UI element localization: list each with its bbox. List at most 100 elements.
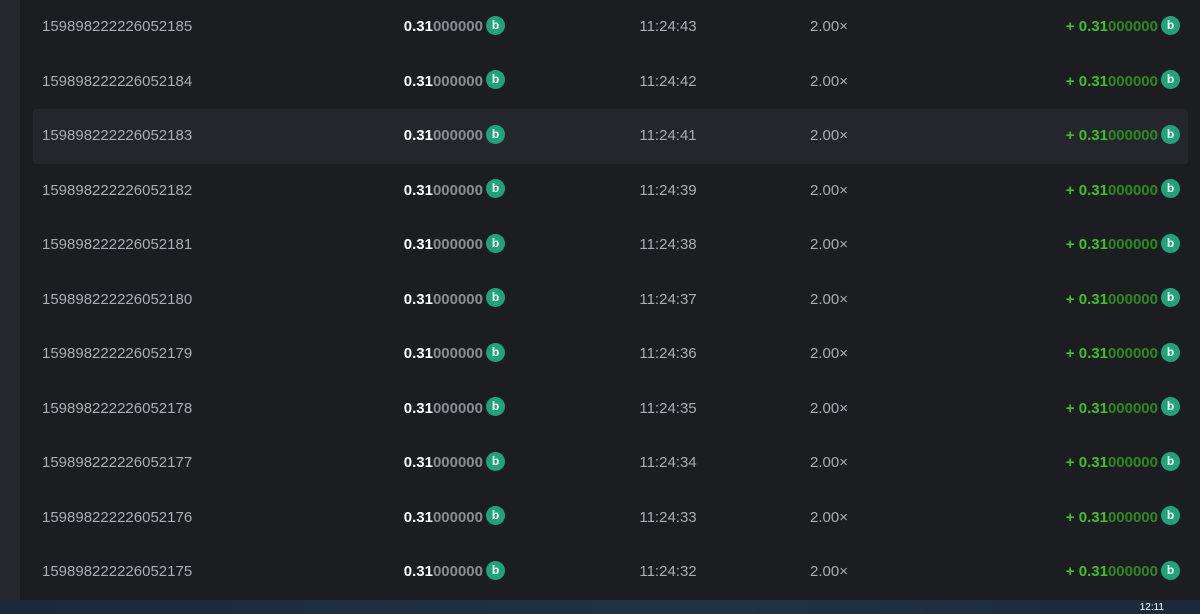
amount-trailing: 000000: [432, 127, 483, 144]
profit-sign: +: [1065, 345, 1079, 362]
amount-trailing: 000000: [432, 508, 483, 526]
table-row[interactable]: 159898222226052184 0.31000000 b 11:24:42 2.0…: [33, 55, 1188, 110]
profit-trailing: 000000: [1107, 454, 1158, 471]
sidebar: [0, 0, 20, 600]
amount-trailing: 000000: [432, 236, 483, 253]
bet-id[interactable]: 159898222226052184: [42, 72, 193, 90]
bet-id[interactable]: 159898222226052181: [42, 236, 193, 253]
bcd-coin-icon: b: [486, 506, 505, 526]
profit-significant: 0.31: [1078, 127, 1108, 144]
profit-significant: 0.31: [1078, 181, 1108, 199]
table-row[interactable]: 159898222226052181 0.31000000 b 11:24:38 2.0…: [33, 218, 1188, 273]
amount-significant: 0.31: [403, 563, 433, 580]
amount-trailing: 000000: [432, 72, 483, 90]
bet-id[interactable]: 159898222226052180: [42, 290, 193, 308]
profit-sign: +: [1065, 181, 1079, 199]
bet-time: 11:24:37: [639, 290, 697, 308]
profit-significant: 0.31: [1078, 454, 1108, 471]
profit-sign: +: [1065, 290, 1079, 308]
amount-trailing: 000000: [432, 399, 483, 417]
table-row[interactable]: 159898222226052176 0.31000000 b 11:24:33 2.0…: [33, 491, 1188, 546]
profit-amount: + 0.31000000 b: [1066, 382, 1180, 437]
bcd-coin-icon: b: [486, 15, 505, 35]
bet-time: 11:24:35: [639, 399, 697, 417]
bet-amount: 0.31000000 b: [333, 109, 505, 164]
profit-trailing: 000000: [1107, 563, 1158, 580]
amount-significant: 0.31: [403, 399, 433, 417]
profit-amount: + 0.31000000 b: [1066, 164, 1180, 219]
profit-amount: + 0.31000000 b: [1066, 491, 1180, 546]
table-row[interactable]: 159898222226052183 0.31000000 b 11:24:41 2.0…: [33, 109, 1188, 164]
bcd-coin-icon: b: [1161, 342, 1180, 362]
bet-amount: 0.31000000 b: [333, 436, 505, 491]
payout-multiplier: 2.00×: [810, 236, 848, 253]
bets-table: 159898222226052185 0.31000000 b 11:24:43 2.0…: [33, 0, 1188, 600]
bet-id[interactable]: 159898222226052183: [42, 127, 193, 144]
amount-trailing: 000000: [432, 290, 483, 308]
bet-time: 11:24:38: [639, 236, 697, 253]
bet-amount: 0.31000000 b: [333, 55, 505, 110]
bcd-coin-icon: b: [1161, 233, 1180, 253]
bet-time: 11:24:36: [639, 345, 697, 362]
bet-amount: 0.31000000 b: [333, 273, 505, 328]
profit-trailing: 000000: [1107, 72, 1158, 90]
payout-multiplier: 2.00×: [810, 508, 848, 526]
profit-sign: +: [1065, 454, 1079, 471]
table-row[interactable]: 159898222226052177 0.31000000 b 11:24:34 2.0…: [33, 436, 1188, 491]
table-row[interactable]: 159898222226052180 0.31000000 b 11:24:37 2.0…: [33, 273, 1188, 328]
amount-trailing: 000000: [432, 345, 483, 362]
table-row[interactable]: 159898222226052182 0.31000000 b 11:24:39 2.0…: [33, 164, 1188, 219]
amount-significant: 0.31: [403, 508, 433, 526]
bet-id[interactable]: 159898222226052179: [42, 345, 193, 362]
payout-multiplier: 2.00×: [810, 18, 848, 35]
bcd-coin-icon: b: [486, 124, 505, 144]
bet-time: 11:24:43: [639, 18, 697, 35]
amount-trailing: 000000: [432, 563, 483, 580]
bet-time: 11:24:42: [639, 72, 697, 90]
profit-sign: +: [1065, 399, 1079, 417]
profit-sign: +: [1065, 563, 1079, 580]
bet-id[interactable]: 159898222226052175: [42, 563, 193, 580]
bcd-coin-icon: b: [486, 397, 505, 417]
profit-amount: + 0.31000000 b: [1066, 218, 1180, 273]
amount-trailing: 000000: [432, 454, 483, 471]
profit-trailing: 000000: [1107, 399, 1158, 417]
profit-amount: + 0.31000000 b: [1066, 55, 1180, 110]
profit-amount: + 0.31000000 b: [1066, 0, 1180, 55]
payout-multiplier: 2.00×: [810, 454, 848, 471]
amount-significant: 0.31: [403, 345, 433, 362]
payout-multiplier: 2.00×: [810, 72, 848, 90]
bcd-coin-icon: b: [486, 288, 505, 308]
bet-amount: 0.31000000 b: [333, 327, 505, 382]
bet-id[interactable]: 159898222226052176: [42, 508, 193, 526]
bet-id[interactable]: 159898222226052178: [42, 399, 193, 417]
bet-time: 11:24:41: [639, 127, 697, 144]
amount-significant: 0.31: [403, 18, 433, 35]
table-row[interactable]: 159898222226052179 0.31000000 b 11:24:36 2.0…: [33, 327, 1188, 382]
payout-multiplier: 2.00×: [810, 290, 848, 308]
profit-sign: +: [1065, 508, 1079, 526]
payout-multiplier: 2.00×: [810, 563, 848, 580]
profit-sign: +: [1065, 127, 1079, 144]
profit-significant: 0.31: [1078, 236, 1108, 253]
amount-significant: 0.31: [403, 181, 433, 199]
amount-significant: 0.31: [403, 236, 433, 253]
profit-significant: 0.31: [1078, 563, 1108, 580]
taskbar-clock: 12:11: [1139, 602, 1164, 613]
bcd-coin-icon: b: [486, 70, 505, 90]
profit-trailing: 000000: [1107, 345, 1158, 362]
profit-trailing: 000000: [1107, 508, 1158, 526]
table-row[interactable]: 159898222226052185 0.31000000 b 11:24:43 2.0…: [33, 0, 1188, 55]
bet-amount: 0.31000000 b: [333, 545, 505, 600]
bcd-coin-icon: b: [486, 342, 505, 362]
table-row[interactable]: 159898222226052175 0.31000000 b 11:24:32 2.0…: [33, 545, 1188, 600]
bet-time: 11:24:34: [639, 454, 697, 471]
bet-amount: 0.31000000 b: [333, 382, 505, 437]
amount-significant: 0.31: [403, 127, 433, 144]
bet-id[interactable]: 159898222226052182: [42, 181, 193, 199]
bet-id[interactable]: 159898222226052177: [42, 454, 193, 471]
payout-multiplier: 2.00×: [810, 399, 848, 417]
profit-sign: +: [1065, 18, 1079, 35]
bet-id[interactable]: 159898222226052185: [42, 18, 193, 35]
table-row[interactable]: 159898222226052178 0.31000000 b 11:24:35 2.0…: [33, 382, 1188, 437]
